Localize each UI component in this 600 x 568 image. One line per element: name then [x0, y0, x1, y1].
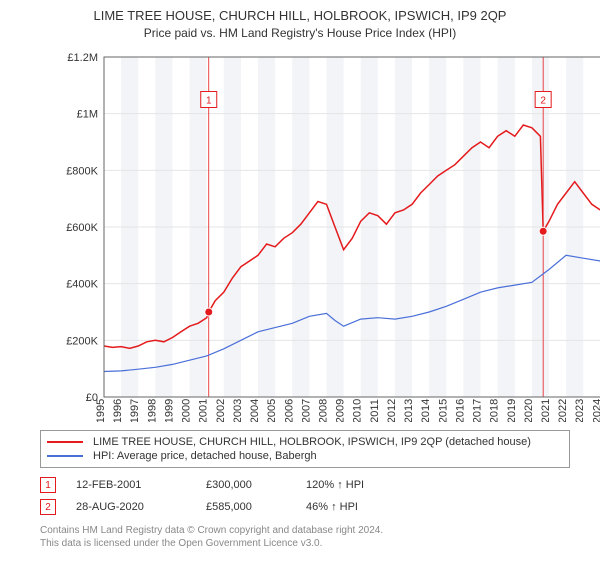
footer-line1: Contains HM Land Registry data © Crown c… [40, 524, 600, 537]
svg-text:2003: 2003 [232, 399, 244, 422]
sales-table: 1 12-FEB-2001£300,000120% ↑ HPI 2 28-AUG-20… [40, 474, 600, 518]
svg-text:2022: 2022 [557, 399, 569, 422]
sale-pct: 120% ↑ HPI [306, 479, 406, 491]
svg-text:2017: 2017 [472, 399, 484, 422]
svg-text:1998: 1998 [146, 399, 158, 422]
svg-text:2016: 2016 [454, 399, 466, 422]
legend-swatch [47, 441, 83, 443]
svg-text:2002: 2002 [215, 399, 227, 422]
svg-text:£1M: £1M [77, 109, 98, 121]
chart-title: LIME TREE HOUSE, CHURCH HILL, HOLBROOK, … [0, 8, 600, 23]
chart-plot: £0£200K£400K£600K£800K£1M£1.2M1995199619… [52, 52, 582, 422]
svg-text:2018: 2018 [489, 399, 501, 422]
sale-pct: 46% ↑ HPI [306, 501, 406, 513]
svg-text:1995: 1995 [95, 399, 107, 422]
legend-label: HPI: Average price, detached house, Babe… [93, 450, 317, 462]
legend-box: LIME TREE HOUSE, CHURCH HILL, HOLBROOK, … [40, 430, 570, 468]
svg-text:2023: 2023 [574, 399, 586, 422]
sale-price: £585,000 [206, 501, 306, 513]
svg-text:2: 2 [540, 96, 546, 107]
svg-text:£400K: £400K [66, 279, 98, 291]
svg-text:2005: 2005 [266, 399, 278, 422]
svg-text:2020: 2020 [523, 399, 535, 422]
legend-item: LIME TREE HOUSE, CHURCH HILL, HOLBROOK, … [47, 435, 563, 449]
legend-item: HPI: Average price, detached house, Babe… [47, 449, 563, 463]
chart-svg: £0£200K£400K£600K£800K£1M£1.2M1995199619… [52, 52, 600, 422]
svg-text:2011: 2011 [369, 399, 381, 422]
sale-date: 28-AUG-2020 [76, 501, 206, 513]
legend-label: LIME TREE HOUSE, CHURCH HILL, HOLBROOK, … [93, 436, 531, 448]
svg-text:2001: 2001 [198, 399, 210, 422]
footer-attribution: Contains HM Land Registry data © Crown c… [40, 524, 600, 550]
svg-text:1997: 1997 [129, 399, 141, 422]
svg-text:2012: 2012 [386, 399, 398, 422]
svg-text:2007: 2007 [300, 399, 312, 422]
sale-row: 1 12-FEB-2001£300,000120% ↑ HPI [40, 474, 600, 496]
svg-text:£600K: £600K [66, 222, 98, 234]
sale-marker-icon: 2 [40, 499, 56, 515]
svg-text:2008: 2008 [317, 399, 329, 422]
svg-text:1: 1 [206, 96, 212, 107]
svg-text:1999: 1999 [163, 399, 175, 422]
svg-text:1996: 1996 [112, 399, 124, 422]
svg-text:2010: 2010 [352, 399, 364, 422]
chart-subtitle: Price paid vs. HM Land Registry's House … [0, 26, 600, 40]
svg-text:£200K: £200K [66, 335, 98, 347]
sale-marker-icon: 1 [40, 477, 56, 493]
svg-text:£1.2M: £1.2M [67, 52, 98, 64]
sale-date: 12-FEB-2001 [76, 479, 206, 491]
svg-text:2019: 2019 [506, 399, 518, 422]
svg-text:2024: 2024 [591, 399, 600, 422]
svg-text:2006: 2006 [283, 399, 295, 422]
svg-text:2014: 2014 [420, 399, 432, 422]
svg-text:2009: 2009 [335, 399, 347, 422]
svg-text:2015: 2015 [437, 399, 449, 422]
svg-text:2021: 2021 [540, 399, 552, 422]
sale-row: 2 28-AUG-2020£585,00046% ↑ HPI [40, 496, 600, 518]
svg-text:2004: 2004 [249, 399, 261, 422]
footer-line2: This data is licensed under the Open Gov… [40, 537, 600, 550]
sale-price: £300,000 [206, 479, 306, 491]
svg-text:2013: 2013 [403, 399, 415, 422]
svg-text:£800K: £800K [66, 165, 98, 177]
legend-swatch [47, 455, 83, 457]
svg-text:2000: 2000 [181, 399, 193, 422]
